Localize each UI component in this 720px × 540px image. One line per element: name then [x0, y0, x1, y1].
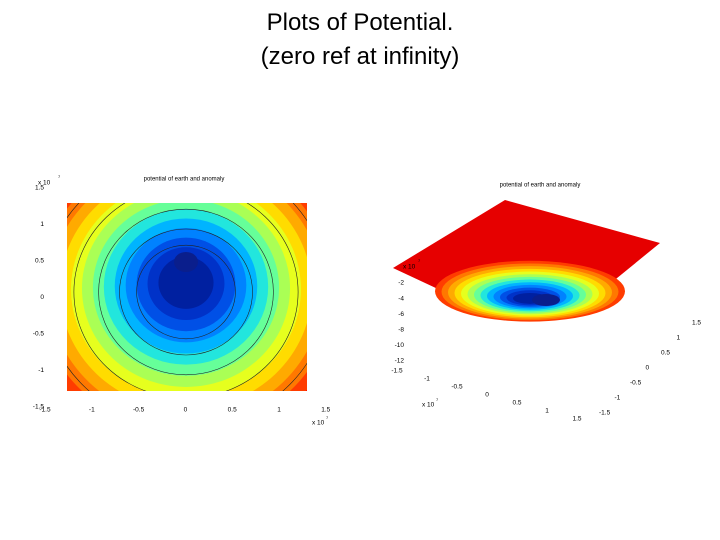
- tick-label: x 10: [422, 402, 435, 409]
- tick-label: x 10: [312, 420, 325, 427]
- tick-label: -1.5: [39, 407, 51, 414]
- contour-line: [136, 244, 236, 340]
- tick-label: -6: [398, 311, 404, 318]
- tick-label: 7: [326, 415, 329, 420]
- tick-label: -12: [395, 358, 405, 365]
- tick-label: -2: [398, 280, 404, 287]
- anomaly: [532, 294, 560, 306]
- slide-title: Plots of Potential.: [267, 9, 454, 36]
- contour-line: [119, 228, 253, 356]
- tick-label: 1: [277, 407, 281, 414]
- tick-label: -1: [424, 376, 430, 383]
- tick-label: -8: [398, 327, 404, 334]
- tick-label: 1.5: [572, 416, 581, 423]
- contour-line: [98, 208, 274, 376]
- tick-label: 1.5: [692, 320, 701, 327]
- tick-label: -1.5: [391, 368, 403, 375]
- tick-label: -1.5: [599, 410, 611, 417]
- tick-label: -1: [615, 395, 621, 402]
- tick-label: -4: [398, 295, 404, 302]
- tick-label: -1.5: [33, 404, 45, 411]
- tick-label: potential of earth and anomaly: [500, 183, 581, 189]
- tick-label: x 10: [38, 180, 51, 187]
- tick-label: 0: [40, 294, 44, 301]
- tick-label: -10: [395, 342, 405, 349]
- tick-label: -0.5: [133, 407, 145, 414]
- tick-label: 0.5: [228, 407, 237, 414]
- anomaly: [174, 252, 198, 272]
- tick-label: 7: [436, 397, 439, 402]
- tick-label: potential of earth and anomaly: [144, 177, 225, 183]
- tick-label: 0: [184, 407, 188, 414]
- tick-label: 0.5: [661, 350, 670, 357]
- tick-label: 0: [485, 392, 489, 399]
- tick-label: -1: [89, 407, 95, 414]
- tick-label: 0: [646, 365, 650, 372]
- tick-label: 7: [418, 258, 421, 263]
- tick-label: 1.5: [35, 185, 44, 192]
- contour-plot: [67, 203, 307, 391]
- surface-plot: [393, 200, 660, 322]
- tick-label: 0.5: [35, 258, 44, 265]
- contour-line: [73, 203, 299, 391]
- slide-subtitle: (zero ref at infinity): [261, 43, 460, 70]
- tick-label: 1: [545, 408, 549, 415]
- tick-label: 1: [40, 221, 44, 228]
- tick-label: 0.5: [512, 400, 521, 407]
- contour-band: [158, 256, 214, 309]
- tick-label: -0.5: [33, 331, 45, 338]
- tick-label: -0.5: [451, 384, 463, 391]
- tick-label: x 10: [403, 264, 416, 271]
- tick-label: 1: [677, 335, 681, 342]
- tick-label: -1: [38, 367, 44, 374]
- tick-label: 1.5: [321, 407, 330, 414]
- tick-label: 7: [58, 174, 61, 179]
- tick-label: -0.5: [630, 380, 642, 387]
